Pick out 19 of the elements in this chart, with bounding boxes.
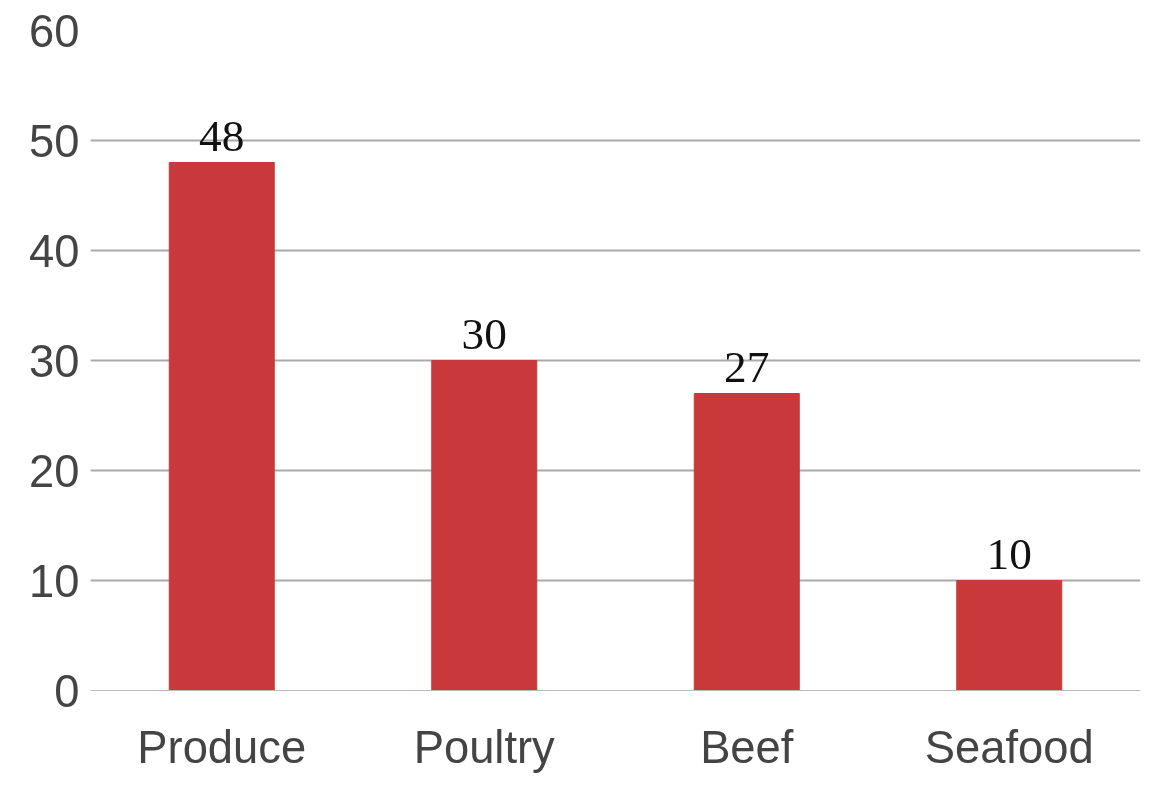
y-tick-label: 0 bbox=[54, 665, 80, 717]
y-tick-label: 40 bbox=[29, 225, 80, 277]
x-tick-label: Poultry bbox=[413, 721, 556, 773]
y-tick-label: 50 bbox=[29, 115, 80, 167]
data-label: 48 bbox=[199, 110, 245, 161]
bar bbox=[693, 393, 800, 691]
bar bbox=[956, 580, 1063, 691]
bar bbox=[168, 162, 275, 691]
y-tick-label: 60 bbox=[29, 5, 80, 57]
bar bbox=[431, 360, 538, 691]
y-tick-label: 20 bbox=[29, 445, 80, 497]
y-tick-label: 10 bbox=[29, 555, 80, 607]
x-tick-label: Beef bbox=[700, 721, 794, 773]
data-label: 30 bbox=[461, 308, 507, 359]
x-tick-label: Produce bbox=[137, 721, 307, 773]
data-label: 10 bbox=[986, 528, 1032, 579]
y-tick-label: 30 bbox=[29, 335, 80, 387]
data-label: 27 bbox=[724, 341, 770, 392]
x-tick-label: Seafood bbox=[924, 721, 1094, 773]
